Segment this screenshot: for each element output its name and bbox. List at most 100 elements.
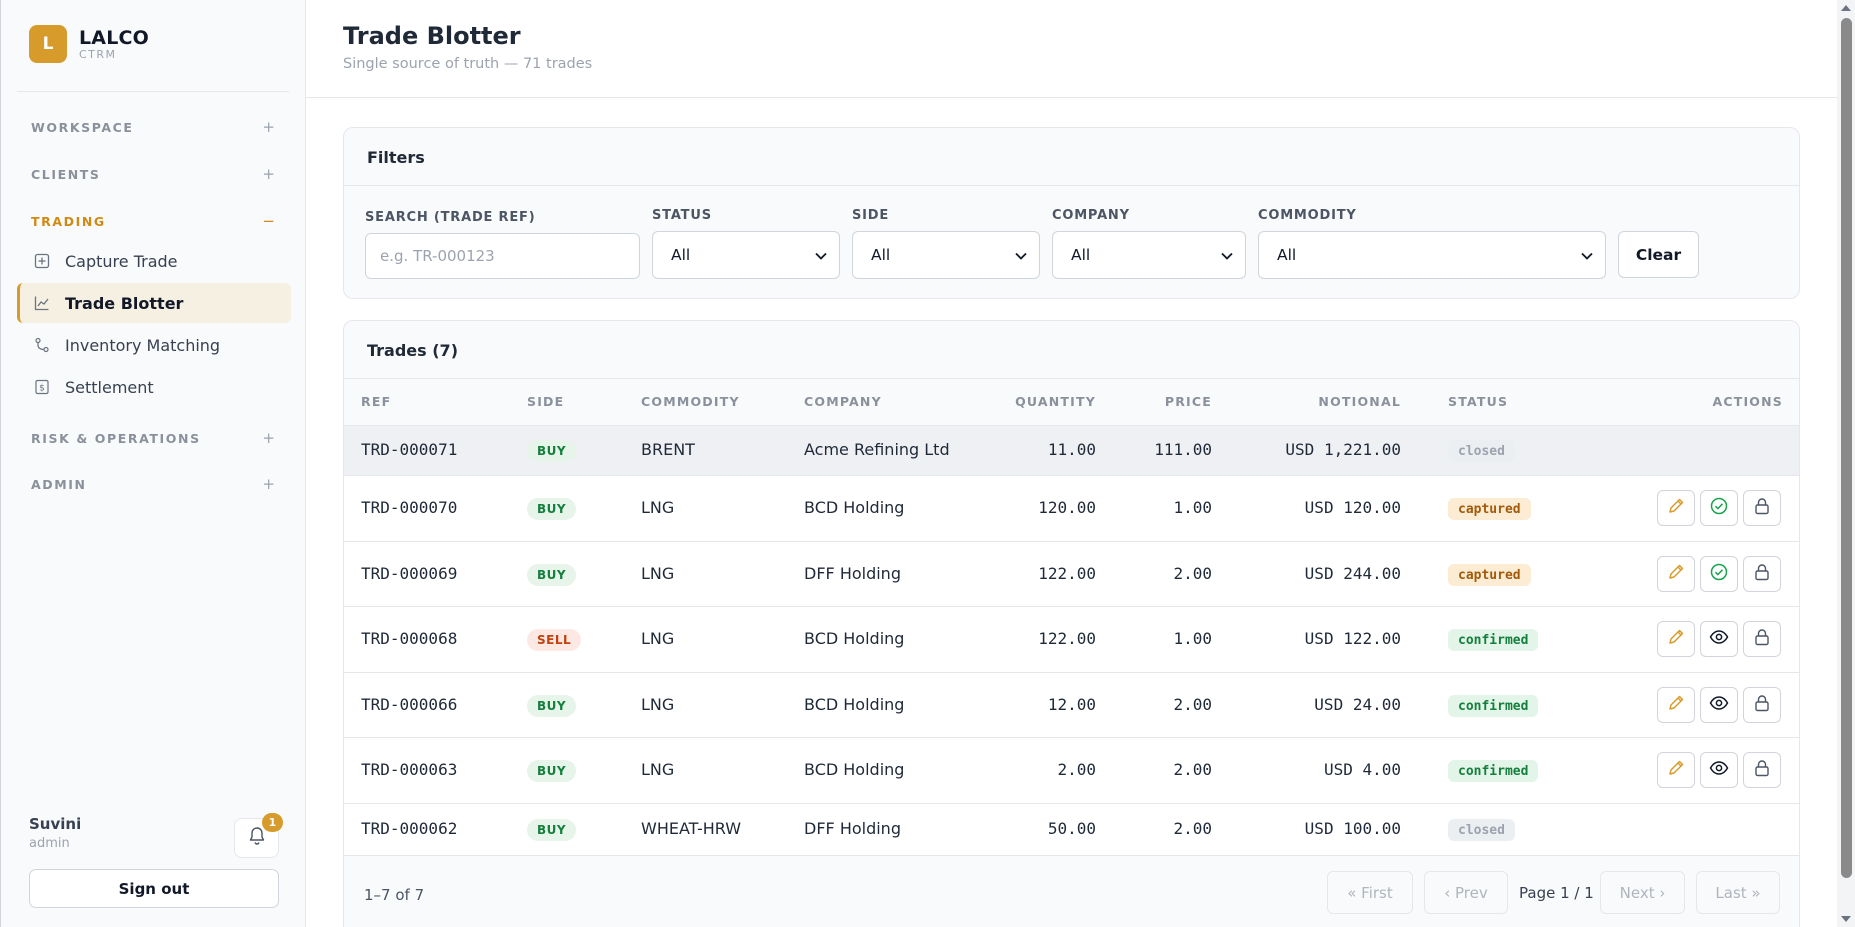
section-risk-operations[interactable]: RISK & OPERATIONS +	[31, 429, 275, 447]
column-header-ref[interactable]: REF	[361, 394, 392, 409]
chevron-down-icon	[1221, 246, 1233, 264]
lock-button[interactable]	[1743, 621, 1781, 657]
prev-page-button[interactable]: ‹ Prev	[1424, 871, 1508, 914]
trade-ref: TRD-000071	[361, 440, 458, 459]
pencil-icon	[1667, 563, 1685, 585]
edit-button[interactable]	[1657, 490, 1695, 526]
page-title: Trade Blotter	[343, 22, 521, 50]
sidebar-item-label: Settlement	[65, 377, 154, 397]
page-subtitle: Single source of truth — 71 trades	[343, 56, 593, 72]
commodity-cell: LNG	[641, 498, 675, 517]
commodity-cell: BRENT	[641, 440, 695, 459]
company-cell: BCD Holding	[804, 498, 905, 517]
side-select[interactable]: All	[852, 231, 1040, 279]
eye-icon	[1709, 628, 1729, 650]
sidebar-item-label: Inventory Matching	[65, 335, 221, 355]
clear-filters-button[interactable]: Clear	[1618, 231, 1699, 278]
next-page-button[interactable]: Next ›	[1600, 871, 1685, 914]
column-header-commodity[interactable]: COMMODITY	[641, 394, 740, 409]
first-page-button[interactable]: « First	[1327, 871, 1413, 914]
column-header-quantity[interactable]: QUANTITY	[1015, 394, 1096, 409]
table-row[interactable]: TRD-000071 BUY BRENT Acme Refining Ltd 1…	[344, 425, 1799, 475]
expand-icon: +	[262, 118, 275, 136]
sidebar-item-trade-blotter[interactable]: Trade Blotter	[17, 283, 291, 323]
chart-line-icon	[33, 294, 51, 312]
side-badge: BUY	[527, 564, 577, 586]
side-select-value: All	[871, 246, 891, 264]
page-indicator: Page 1 / 1	[1519, 884, 1594, 902]
table-row[interactable]: TRD-000069 BUY LNG DFF Holding 122.00 2.…	[344, 541, 1799, 606]
view-button[interactable]	[1700, 752, 1738, 788]
brand-name: LALCO	[79, 27, 150, 49]
scroll-up-arrow-icon[interactable]	[1841, 5, 1851, 11]
brand[interactable]: L LALCO CTRM	[29, 25, 149, 63]
company-cell: BCD Holding	[804, 695, 905, 714]
status-badge: confirmed	[1448, 629, 1539, 651]
view-button[interactable]	[1700, 621, 1738, 657]
search-input[interactable]: e.g. TR-000123	[365, 233, 640, 279]
section-trading[interactable]: TRADING −	[31, 212, 275, 230]
notional-cell: USD 120.00	[1304, 498, 1401, 517]
sign-out-button[interactable]: Sign out	[29, 869, 279, 908]
table-row[interactable]: TRD-000063 BUY LNG BCD Holding 2.00 2.00…	[344, 737, 1799, 803]
column-header-price[interactable]: PRICE	[1164, 394, 1212, 409]
scrollbar-thumb[interactable]	[1841, 18, 1852, 878]
section-workspace[interactable]: WORKSPACE +	[31, 118, 275, 136]
section-label: CLIENTS	[31, 166, 101, 182]
user-role: admin	[29, 836, 70, 851]
status-badge: confirmed	[1448, 760, 1539, 782]
price-cell: 2.00	[1173, 564, 1212, 583]
table-row[interactable]: TRD-000068 SELL LNG BCD Holding 122.00 1…	[344, 606, 1799, 672]
svg-text:$: $	[39, 384, 45, 394]
table-row[interactable]: TRD-000062 BUY WHEAT-HRW DFF Holding 50.…	[344, 803, 1799, 855]
lock-button[interactable]	[1743, 490, 1781, 526]
notional-cell: USD 122.00	[1304, 629, 1401, 648]
column-header-company[interactable]: COMPANY	[804, 394, 882, 409]
trade-ref: TRD-000063	[361, 760, 458, 779]
column-header-status[interactable]: STATUS	[1448, 394, 1509, 409]
company-cell: DFF Holding	[804, 819, 901, 838]
sidebar-item-settlement[interactable]: $ Settlement	[17, 367, 291, 407]
section-admin[interactable]: ADMIN +	[31, 475, 275, 493]
side-badge: BUY	[527, 695, 577, 717]
price-cell: 1.00	[1173, 629, 1212, 648]
notional-cell: USD 1,221.00	[1285, 440, 1401, 459]
column-header-side[interactable]: SIDE	[527, 394, 565, 409]
edit-button[interactable]	[1657, 556, 1695, 592]
company-select[interactable]: All	[1052, 231, 1246, 279]
lock-button[interactable]	[1743, 752, 1781, 788]
commodity-cell: LNG	[641, 760, 675, 779]
plus-square-icon	[33, 252, 51, 270]
status-select[interactable]: All	[652, 231, 840, 279]
section-label: ADMIN	[31, 476, 87, 492]
pencil-icon	[1667, 497, 1685, 519]
table-row[interactable]: TRD-000070 BUY LNG BCD Holding 120.00 1.…	[344, 475, 1799, 541]
section-clients[interactable]: CLIENTS +	[31, 165, 275, 183]
expand-icon: +	[262, 165, 275, 183]
sidebar-item-inventory-matching[interactable]: Inventory Matching	[17, 325, 291, 365]
table-row[interactable]: TRD-000066 BUY LNG BCD Holding 12.00 2.0…	[344, 672, 1799, 737]
divider	[306, 97, 1837, 98]
confirm-button[interactable]	[1700, 490, 1738, 526]
last-page-button[interactable]: Last »	[1696, 871, 1780, 914]
dollar-doc-icon: $	[33, 378, 51, 396]
sidebar-item-label: Trade Blotter	[65, 293, 184, 313]
edit-button[interactable]	[1657, 687, 1695, 723]
edit-button[interactable]	[1657, 621, 1695, 657]
eye-icon	[1709, 694, 1729, 716]
sidebar-item-capture-trade[interactable]: Capture Trade	[17, 241, 291, 281]
pencil-icon	[1667, 759, 1685, 781]
view-button[interactable]	[1700, 687, 1738, 723]
price-cell: 2.00	[1173, 760, 1212, 779]
status-badge: captured	[1448, 564, 1531, 586]
scrollbar[interactable]	[1837, 0, 1855, 927]
lock-button[interactable]	[1743, 687, 1781, 723]
edit-button[interactable]	[1657, 752, 1695, 788]
lock-icon	[1753, 497, 1771, 519]
company-cell: BCD Holding	[804, 760, 905, 779]
confirm-button[interactable]	[1700, 556, 1738, 592]
commodity-select[interactable]: All	[1258, 231, 1606, 279]
lock-button[interactable]	[1743, 556, 1781, 592]
scroll-down-arrow-icon[interactable]	[1841, 916, 1851, 922]
column-header-notional[interactable]: NOTIONAL	[1318, 394, 1401, 409]
